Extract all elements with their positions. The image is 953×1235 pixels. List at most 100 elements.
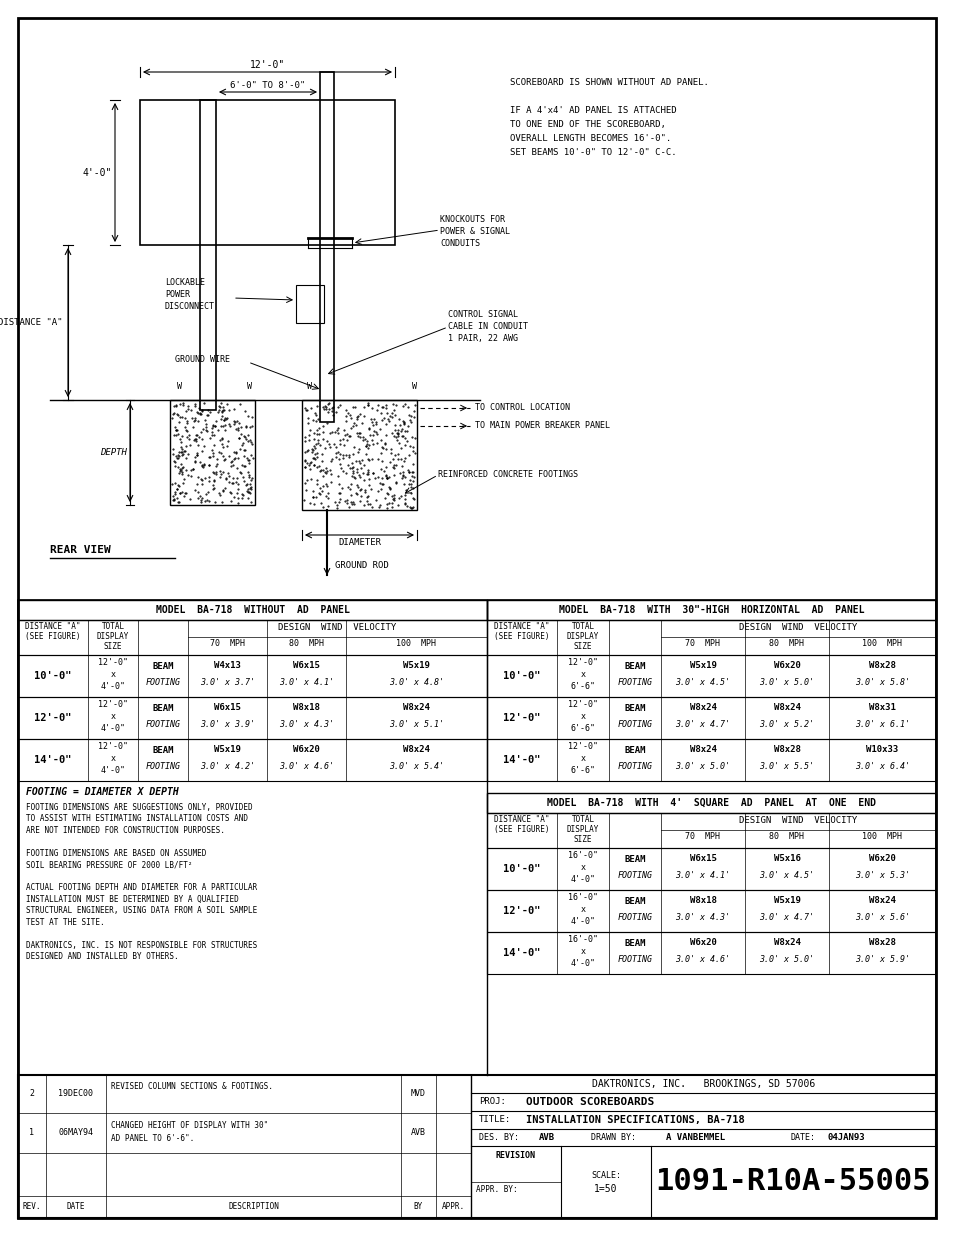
Text: MVD: MVD — [411, 1089, 426, 1098]
Bar — [486, 620, 935, 655]
Text: 3.0' x 4.6': 3.0' x 4.6' — [278, 762, 334, 771]
Text: x: x — [111, 671, 115, 679]
Text: 12'-0": 12'-0" — [98, 742, 128, 751]
Text: SCOREBOARD IS SHOWN WITHOUT AD PANEL.: SCOREBOARD IS SHOWN WITHOUT AD PANEL. — [510, 78, 708, 86]
Text: IF A 4'x4' AD PANEL IS ATTACHED: IF A 4'x4' AD PANEL IS ATTACHED — [510, 106, 676, 115]
Text: BEAM: BEAM — [623, 855, 645, 864]
Text: W6x20: W6x20 — [773, 661, 800, 671]
Text: SET BEAMS 10'-0" TO 12'-0" C-C.: SET BEAMS 10'-0" TO 12'-0" C-C. — [510, 148, 676, 157]
Text: REVISED COLUMN SECTIONS & FOOTINGS.: REVISED COLUMN SECTIONS & FOOTINGS. — [111, 1083, 273, 1092]
Text: W5x16: W5x16 — [773, 853, 800, 863]
Bar — [18, 620, 486, 655]
Text: 12'-0": 12'-0" — [98, 700, 128, 709]
Text: 4'-0": 4'-0" — [100, 766, 126, 776]
Text: 3.0' x 4.5': 3.0' x 4.5' — [675, 678, 730, 687]
Text: PROJ:: PROJ: — [478, 1098, 505, 1107]
Text: 4'-0": 4'-0" — [83, 168, 112, 178]
Text: 12'-0": 12'-0" — [567, 742, 598, 751]
Text: LOCKABLE: LOCKABLE — [165, 278, 205, 287]
Text: W8x28: W8x28 — [868, 939, 895, 947]
Bar — [18, 655, 486, 697]
Text: 14'-0": 14'-0" — [503, 948, 540, 958]
Bar — [486, 890, 935, 932]
Text: BEAM: BEAM — [152, 704, 173, 713]
Text: 3.0' x 5.2': 3.0' x 5.2' — [759, 720, 814, 729]
Text: CONDUITS: CONDUITS — [439, 240, 479, 248]
Bar — [18, 739, 486, 781]
Text: (SEE FIGURE): (SEE FIGURE) — [494, 825, 549, 834]
Text: 80  MPH: 80 MPH — [289, 638, 324, 648]
Text: FOOTING: FOOTING — [617, 720, 652, 729]
Bar — [486, 813, 935, 848]
Text: 16'-0": 16'-0" — [567, 935, 598, 944]
Text: BEAM: BEAM — [152, 746, 173, 755]
Bar — [486, 655, 935, 697]
Text: 12'-0": 12'-0" — [250, 61, 285, 70]
Text: 100  MPH: 100 MPH — [862, 638, 902, 648]
Text: 14'-0": 14'-0" — [34, 755, 71, 764]
Text: W8x18: W8x18 — [689, 897, 716, 905]
Text: DISPLAY: DISPLAY — [96, 632, 129, 641]
Text: W6x20: W6x20 — [689, 939, 716, 947]
Bar — [140, 100, 395, 245]
Text: 1 PAIR, 22 AWG: 1 PAIR, 22 AWG — [448, 333, 517, 343]
Bar — [170, 400, 254, 505]
Text: FOOTING DIMENSIONS ARE SUGGESTIONS ONLY, PROVIDED: FOOTING DIMENSIONS ARE SUGGESTIONS ONLY,… — [26, 803, 253, 811]
Text: 3.0' x 4.7': 3.0' x 4.7' — [675, 720, 730, 729]
Text: 80  MPH: 80 MPH — [769, 638, 803, 648]
Bar — [319, 72, 334, 422]
Text: 3.0' x 4.3': 3.0' x 4.3' — [278, 720, 334, 729]
Text: AVB: AVB — [538, 1132, 555, 1142]
Text: W5x19: W5x19 — [402, 661, 430, 671]
Bar — [18, 600, 935, 1074]
Bar — [486, 932, 935, 974]
Text: BEAM: BEAM — [623, 897, 645, 906]
Text: 4'-0": 4'-0" — [570, 876, 595, 884]
Text: SIZE: SIZE — [104, 642, 122, 651]
Text: W8x24: W8x24 — [689, 745, 716, 755]
Text: FOOTING: FOOTING — [146, 720, 180, 729]
Text: x: x — [111, 755, 115, 763]
Text: 100  MPH: 100 MPH — [862, 832, 902, 841]
Text: 10'-0": 10'-0" — [503, 864, 540, 874]
Text: 4'-0": 4'-0" — [570, 918, 595, 926]
Text: 3.0' x 5.4': 3.0' x 5.4' — [389, 762, 443, 771]
Text: W: W — [412, 382, 417, 391]
Text: BEAM: BEAM — [623, 662, 645, 671]
Text: x: x — [579, 863, 585, 872]
Text: TOTAL: TOTAL — [571, 815, 594, 824]
Text: DATE: DATE — [67, 1203, 85, 1212]
Text: 3.0' x 4.7': 3.0' x 4.7' — [759, 913, 814, 923]
Text: W5x19: W5x19 — [773, 897, 800, 905]
Text: FOOTING = DIAMETER X DEPTH: FOOTING = DIAMETER X DEPTH — [26, 787, 178, 797]
Text: 3.0' x 6.4': 3.0' x 6.4' — [854, 762, 909, 771]
Text: 3.0' x 4.2': 3.0' x 4.2' — [200, 762, 254, 771]
Text: 3.0' x 5.0': 3.0' x 5.0' — [759, 678, 814, 687]
Text: DES. BY:: DES. BY: — [478, 1132, 518, 1142]
Text: W: W — [247, 382, 253, 391]
Text: 3.0' x 6.1': 3.0' x 6.1' — [854, 720, 909, 729]
Text: W: W — [307, 382, 313, 391]
Text: DISTANCE "A": DISTANCE "A" — [494, 815, 549, 824]
Text: 12'-0": 12'-0" — [567, 700, 598, 709]
Text: 4'-0": 4'-0" — [570, 960, 595, 968]
Text: 3.0' x 5.3': 3.0' x 5.3' — [854, 871, 909, 881]
Bar — [486, 697, 935, 739]
Text: FOOTING: FOOTING — [146, 678, 180, 687]
Text: x: x — [579, 947, 585, 956]
Text: 14'-0": 14'-0" — [503, 755, 540, 764]
Text: TO ASSIST WITH ESTIMATING INSTALLATION COSTS AND: TO ASSIST WITH ESTIMATING INSTALLATION C… — [26, 815, 248, 824]
Text: 1091-R10A-55005: 1091-R10A-55005 — [655, 1167, 930, 1197]
Bar — [18, 600, 486, 620]
Text: FOOTING: FOOTING — [617, 678, 652, 687]
Text: DESIGN  WIND  VELOCITY: DESIGN WIND VELOCITY — [739, 816, 857, 825]
Text: CONTROL SIGNAL: CONTROL SIGNAL — [448, 310, 517, 319]
Text: 3.0' x 4.3': 3.0' x 4.3' — [675, 913, 730, 923]
Text: A VANBEMMEL: A VANBEMMEL — [665, 1132, 724, 1142]
Text: 3.0' x 5.0': 3.0' x 5.0' — [675, 762, 730, 771]
Text: 4'-0": 4'-0" — [100, 724, 126, 734]
Text: CABLE IN CONDUIT: CABLE IN CONDUIT — [448, 322, 527, 331]
Text: 12'-0": 12'-0" — [34, 713, 71, 722]
Text: W8x24: W8x24 — [773, 703, 800, 713]
Text: CHANGED HEIGHT OF DISPLAY WITH 30": CHANGED HEIGHT OF DISPLAY WITH 30" — [111, 1121, 268, 1130]
